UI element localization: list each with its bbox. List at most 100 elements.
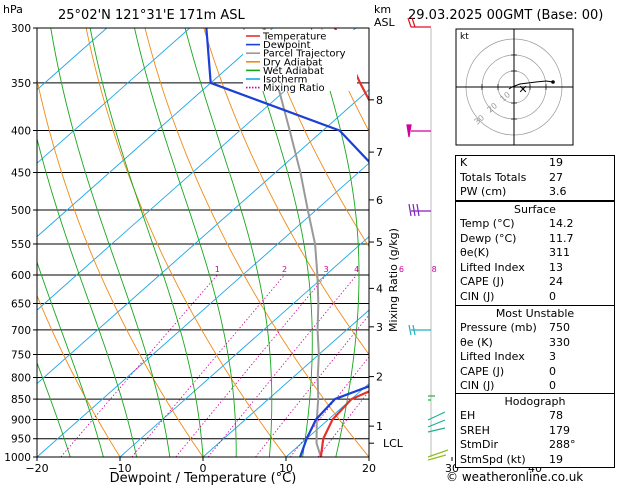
wet-adiabat-line xyxy=(310,28,360,457)
temp-tick-label: 10 xyxy=(279,462,293,475)
legend-label: Dry Adiabat xyxy=(263,57,322,68)
surface-table: Surface Temp (°C) 14.2 Dewp (°C) 11.7 θe(K) 3… xyxy=(455,201,615,306)
pressure-tick-label: 450 xyxy=(11,167,31,179)
indices-table: K 19 Totals Totals 27 PW (cm) 3.6 xyxy=(455,155,615,201)
surface-value: 14.2 xyxy=(549,217,574,230)
isotherm-line xyxy=(37,28,357,311)
wind-barb-400 xyxy=(406,124,431,138)
wet-adiabat-line xyxy=(184,28,273,457)
mixing-ratio-label: 2 xyxy=(282,265,287,274)
hodograph-label: EH xyxy=(460,409,476,422)
lcl-label: LCL xyxy=(383,437,404,450)
pressure-tick-label: 900 xyxy=(11,414,31,426)
wind-barb-1000 xyxy=(427,449,449,461)
indices-row: K 19 xyxy=(456,156,614,171)
most-unstable-row: Pressure (mb) 750 xyxy=(456,321,614,336)
isotherm-line xyxy=(202,309,369,457)
km-tick-label: 7 xyxy=(376,146,383,159)
pressure-tick-label: 700 xyxy=(11,325,31,337)
wet-adiabat-line xyxy=(37,136,138,457)
dry-adiabat-line xyxy=(37,77,204,457)
most-unstable-value: 0 xyxy=(549,379,556,393)
dry-adiabat-line xyxy=(144,28,369,457)
most-unstable-row: CIN (J) 0 xyxy=(456,379,614,394)
wet-adiabat-line xyxy=(89,28,204,457)
most-unstable-label: CIN (J) xyxy=(460,379,495,393)
dry-adiabat-line xyxy=(37,294,121,457)
indices-label: Totals Totals xyxy=(460,170,527,184)
surface-value: 311 xyxy=(549,246,570,260)
mixing-ratio-line xyxy=(131,274,285,457)
km-axis-label: km xyxy=(374,3,391,16)
parcel-trajectory-line xyxy=(263,28,322,457)
dry-adiabat-line xyxy=(85,28,287,457)
wind-barb-700 xyxy=(408,324,431,336)
pressure-tick-label: 550 xyxy=(11,239,31,251)
wind-barbs xyxy=(406,17,449,461)
most-unstable-row: θe (K) 330 xyxy=(456,336,614,351)
legend-label: Mixing Ratio xyxy=(263,83,325,94)
indices-row: PW (cm) 3.6 xyxy=(456,185,614,200)
datetime-label: 29.03.2025 00GMT (Base: 00) xyxy=(408,8,603,23)
pressure-tick-label: 600 xyxy=(11,270,31,282)
surface-row: Lifted Index 13 xyxy=(456,261,614,276)
isotherm-line xyxy=(37,28,274,238)
km-tick-label: 2 xyxy=(376,371,383,384)
hodograph-value: 288° xyxy=(549,438,576,452)
hpa-axis-label: hPa xyxy=(3,3,23,16)
surface-label: CAPE (J) xyxy=(460,275,505,289)
km-tick-label: 8 xyxy=(376,94,383,107)
temperature-line xyxy=(319,28,369,457)
pressure-tick-label: 800 xyxy=(11,372,31,384)
hodograph-value: 78 xyxy=(549,409,563,422)
hodograph-row: StmSpd (kt) 19 xyxy=(456,453,614,468)
hodograph-label: SREH xyxy=(460,423,490,437)
y-axis-right-title: Mixing Ratio (g/kg) xyxy=(387,228,400,332)
legend-label: Parcel Trajectory xyxy=(263,49,346,60)
legend-label: Dewpoint xyxy=(263,40,311,51)
surface-value: 11.7 xyxy=(549,231,574,245)
surface-label: Temp (°C) xyxy=(460,217,515,230)
isotherm-line xyxy=(618,28,629,457)
legend-label: Temperature xyxy=(262,32,326,43)
legend-background xyxy=(243,30,357,91)
most-unstable-label: Lifted Index xyxy=(460,350,525,364)
pressure-tick-label: 500 xyxy=(11,205,31,217)
mixing-ratio-label: 4 xyxy=(354,265,359,274)
hodograph-label: StmDir xyxy=(460,438,499,452)
indices-value: 19 xyxy=(549,156,563,169)
wind-barb-500 xyxy=(408,203,431,217)
mixing-ratio-line xyxy=(60,274,218,457)
temp-tick-label: −20 xyxy=(25,462,48,475)
wet-adiabat-line xyxy=(243,28,313,457)
wet-adiabat-line xyxy=(37,260,104,457)
most-unstable-value: 0 xyxy=(549,364,556,378)
most-unstable-label: Pressure (mb) xyxy=(460,321,537,334)
mixing-ratio-label: 6 xyxy=(399,265,404,274)
km-tick-label: 6 xyxy=(376,194,383,207)
surface-label: Lifted Index xyxy=(460,260,525,274)
surface-row: CAPE (J) 24 xyxy=(456,275,614,290)
temp-tick-label: 20 xyxy=(362,462,376,475)
x-axis-title: Dewpoint / Temperature (°C) xyxy=(110,471,297,486)
indices-label: PW (cm) xyxy=(460,185,507,199)
surface-label: Dewp (°C) xyxy=(460,231,517,245)
hodograph-value: 19 xyxy=(549,452,563,466)
pressure-tick-label: 300 xyxy=(11,23,31,35)
dry-adiabat-line xyxy=(616,28,629,457)
surface-label: θe(K) xyxy=(460,246,490,260)
dewpoint-line xyxy=(205,28,369,457)
isotherm-line xyxy=(285,382,369,457)
most-unstable-value: 750 xyxy=(549,321,570,334)
most-unstable-value: 330 xyxy=(549,335,570,349)
mixing-ratio-line xyxy=(207,274,358,457)
wet-adiabat-line xyxy=(50,28,171,457)
km-tick-label: 4 xyxy=(376,282,383,295)
pressure-tick-label: 1000 xyxy=(4,452,31,464)
footer-credit: © weatheronline.co.uk xyxy=(446,470,584,484)
mixing-ratio-label: 1 xyxy=(215,265,220,274)
most-unstable-label: θe (K) xyxy=(460,335,493,349)
most-unstable-row: Lifted Index 3 xyxy=(456,350,614,365)
hodograph-row: EH 78 xyxy=(456,409,614,424)
